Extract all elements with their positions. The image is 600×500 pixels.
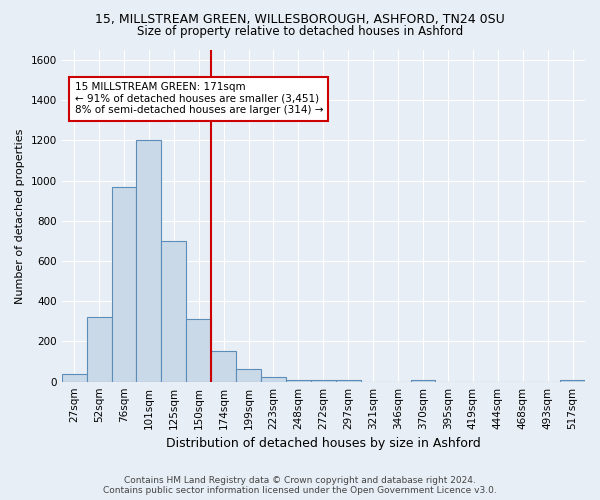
Bar (560, 380, 585, 382)
Bar (261, 376, 286, 382)
Text: Contains HM Land Registry data © Crown copyright and database right 2024.
Contai: Contains HM Land Registry data © Crown c… (103, 476, 497, 495)
Bar (236, 368, 261, 382)
Text: Size of property relative to detached houses in Ashford: Size of property relative to detached ho… (137, 25, 463, 38)
Bar (136, 140, 161, 382)
Bar (286, 380, 311, 382)
Text: 15 MILLSTREAM GREEN: 171sqm
← 91% of detached houses are smaller (3,451)
8% of s: 15 MILLSTREAM GREEN: 171sqm ← 91% of det… (74, 82, 323, 116)
Bar (62, 374, 86, 382)
Y-axis label: Number of detached properties: Number of detached properties (15, 128, 25, 304)
Bar (311, 380, 336, 382)
X-axis label: Distribution of detached houses by size in Ashford: Distribution of detached houses by size … (166, 437, 481, 450)
Bar (161, 241, 186, 382)
Bar (112, 186, 136, 382)
Bar (86, 318, 112, 382)
Bar (186, 320, 211, 382)
Bar (336, 380, 361, 382)
Text: 15, MILLSTREAM GREEN, WILLESBOROUGH, ASHFORD, TN24 0SU: 15, MILLSTREAM GREEN, WILLESBOROUGH, ASH… (95, 12, 505, 26)
Bar (410, 380, 436, 382)
Bar (211, 350, 236, 382)
